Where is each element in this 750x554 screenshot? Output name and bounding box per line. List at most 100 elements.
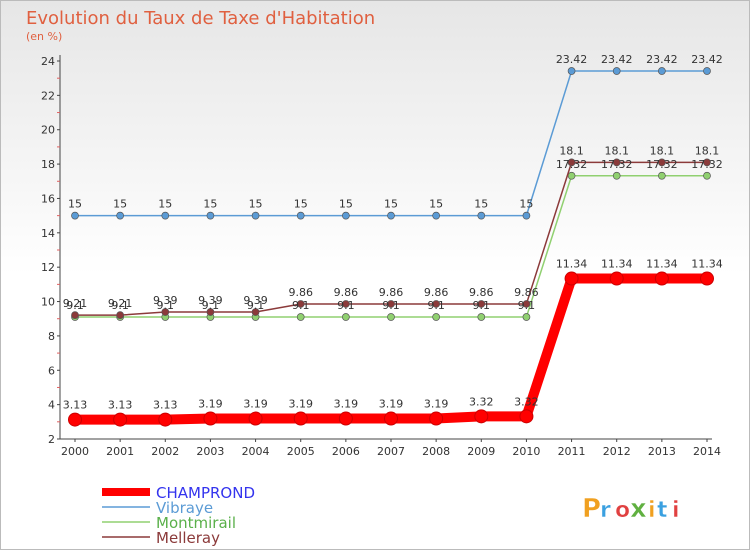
data-point-melleray [522,300,531,308]
data-label-vibraye: 15 [384,198,398,211]
data-point-champrond [113,412,128,427]
data-point-montmirail [567,171,576,180]
data-label-montmirail: 9.1 [427,299,445,312]
x-tick-label: 2013 [648,445,676,458]
data-label-vibraye: 15 [203,198,217,211]
y-tick-label: 6 [48,364,55,377]
data-label-montmirail: 17.32 [556,158,588,171]
data-label-melleray: 9.86 [424,286,449,299]
data-label-vibraye: 15 [249,198,263,211]
data-label-vibraye: 23.42 [601,53,633,66]
data-label-vibraye: 23.42 [646,53,678,66]
data-label-melleray: 9.39 [243,294,268,307]
data-point-melleray [116,311,124,319]
y-tick-label: 20 [41,124,55,137]
data-point-melleray [432,300,440,308]
x-tick-label: 2004 [242,445,270,458]
data-label-melleray: 9.21 [108,297,133,310]
data-point-melleray [703,158,711,167]
y-tick-label: 8 [48,330,55,343]
data-label-montmirail: 9.1 [202,299,220,312]
data-point-melleray [296,300,305,308]
data-point-champrond [700,271,714,286]
data-label-montmirail: 9.1 [473,299,491,312]
y-tick-label: 16 [41,192,55,205]
x-tick-label: 2012 [603,445,631,458]
series-layer [68,67,714,427]
data-label-melleray: 18.1 [650,144,675,157]
data-point-champrond [429,411,444,426]
data-label-vibraye: 23.42 [691,53,723,66]
x-tick-label: 2014 [693,445,721,458]
data-label-champrond: 11.34 [556,258,588,271]
y-tick-label: 4 [48,399,55,412]
data-label-melleray: 9.39 [198,294,223,307]
data-point-champrond [519,409,534,424]
data-label-montmirail: 17.32 [691,158,723,171]
x-tick-label: 2010 [512,445,540,458]
data-point-montmirail [522,313,531,321]
data-label-champrond: 3.13 [153,399,178,412]
y-tick-label: 12 [41,261,55,274]
logo-letter: i [672,498,680,523]
x-tick-label: 2007 [377,445,405,458]
data-label-melleray: 9.86 [288,286,313,299]
legend-label-vibraye: Vibraye [156,499,213,517]
data-point-champrond [338,411,353,426]
data-label-montmirail: 17.32 [646,158,678,171]
data-label-melleray: 9.86 [379,286,404,299]
data-label-melleray: 9.86 [334,286,359,299]
x-tick-label: 2006 [332,445,360,458]
data-label-montmirail: 9.1 [518,299,536,312]
x-tick-label: 2008 [422,445,450,458]
data-point-melleray [612,158,621,167]
data-point-vibraye [251,211,260,220]
data-point-vibraye [658,67,666,75]
data-point-champrond [654,271,669,286]
data-point-champrond [609,271,624,286]
data-point-champrond [293,411,308,426]
data-label-champrond: 3.19 [288,398,313,411]
y-tick-label: 22 [41,89,55,102]
logo-letter: x [630,494,647,524]
data-point-melleray [71,311,79,319]
data-label-vibraye: 15 [339,198,353,211]
legend-label-champrond: CHAMPROND [156,484,255,502]
data-point-vibraye [612,67,621,75]
data-point-vibraye [567,67,576,75]
data-point-champrond [68,412,82,427]
data-point-montmirail [387,313,395,321]
data-point-vibraye [342,211,350,220]
data-label-montmirail: 9.1 [157,299,175,312]
data-label-champrond: 3.19 [334,398,359,411]
x-tick-label: 2009 [467,445,495,458]
data-label-champrond: 11.34 [601,258,633,271]
data-label-melleray: 9.21 [63,297,88,310]
data-point-champrond [384,411,398,426]
data-label-champrond: 11.34 [646,258,678,271]
data-point-vibraye [432,211,440,220]
data-label-champrond: 3.19 [243,398,268,411]
data-label-champrond: 3.19 [379,398,404,411]
data-label-champrond: 11.34 [691,258,723,271]
data-point-vibraye [116,211,124,220]
data-point-melleray [342,300,350,308]
data-labels: 15 15 15 15 15 15 15 15 15 15 15 23.42 23.42 23.42 23.… [63,53,723,412]
logo-letter: r [600,498,611,523]
data-label-melleray: 9.86 [514,286,539,299]
data-label-champrond: 3.32 [469,395,494,408]
logo-letter: o [615,498,630,523]
data-label-melleray: 9.86 [469,286,494,299]
x-tick-label: 2005 [287,445,315,458]
data-label-champrond: 3.19 [424,398,449,411]
logo-letter: t [657,498,668,523]
data-point-vibraye [161,211,170,220]
data-label-melleray: 18.1 [559,144,584,157]
data-point-melleray [567,158,576,167]
x-tick-label: 2000 [61,445,89,458]
data-label-champrond: 3.13 [63,399,88,412]
data-label-vibraye: 15 [68,198,82,211]
